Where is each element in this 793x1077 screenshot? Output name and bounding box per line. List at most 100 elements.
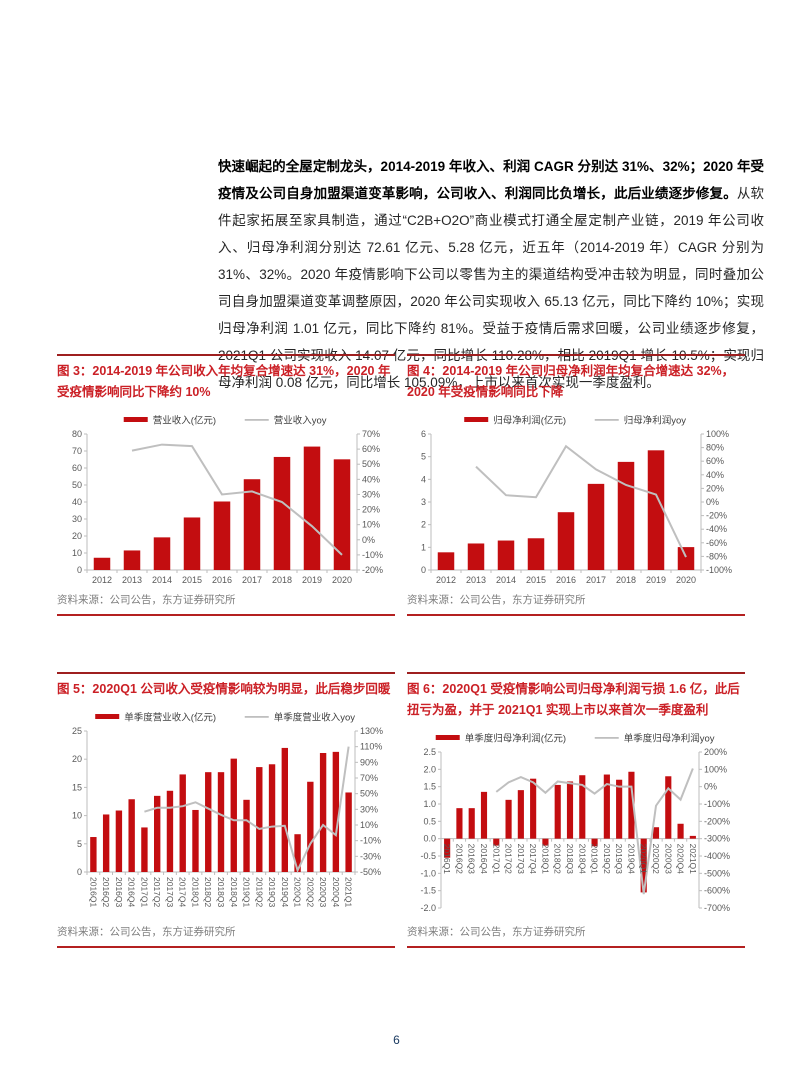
svg-text:2017Q3: 2017Q3 [516,844,526,875]
svg-text:2012: 2012 [436,575,456,585]
svg-text:70%: 70% [360,773,378,783]
svg-text:10%: 10% [362,520,380,530]
figure-top-rule [407,672,745,674]
svg-text:0.0: 0.0 [423,834,436,844]
netprofit-annual-chart: 归母净利润(亿元) 归母净利润yoy 0 1 2 3 4 5 6 -100% -80% -60% -40… [421,415,732,586]
svg-text:70: 70 [72,446,82,456]
figure-top-rule [57,672,395,674]
svg-text:-10%: -10% [362,550,383,560]
svg-text:40%: 40% [706,470,724,480]
svg-text:-2.0: -2.0 [420,903,436,913]
svg-text:2019: 2019 [646,575,666,585]
svg-text:2018Q4: 2018Q4 [229,877,239,908]
svg-text:50: 50 [72,480,82,490]
figure-revenue-annual: 图 3：2014-2019 年公司收入年均复合增速达 31%，2020 年受疫情… [57,354,395,616]
svg-text:-1.0: -1.0 [420,868,436,878]
svg-text:2017Q4: 2017Q4 [528,844,538,875]
svg-text:2013: 2013 [122,575,142,585]
svg-text:2.5: 2.5 [423,747,436,757]
svg-text:130%: 130% [360,726,383,736]
svg-text:-10%: -10% [360,836,381,846]
svg-text:2018: 2018 [616,575,636,585]
svg-text:70%: 70% [362,429,380,439]
svg-text:2016Q3: 2016Q3 [467,844,477,875]
svg-text:2018: 2018 [272,575,292,585]
svg-text:-500%: -500% [704,868,730,878]
figure-revenue-quarterly: 图 5：2020Q1 公司收入受疫情影响较为明显，此后稳步回暖 单季度营业收入(… [57,672,395,948]
svg-text:90%: 90% [360,757,378,767]
svg-text:单季度归母净利润yoy: 单季度归母净利润yoy [624,733,715,745]
svg-text:0%: 0% [706,497,719,507]
svg-text:2020Q1: 2020Q1 [639,844,649,875]
svg-text:-40%: -40% [706,524,727,534]
svg-text:60%: 60% [362,444,380,454]
svg-text:20%: 20% [362,505,380,515]
svg-text:-600%: -600% [704,886,730,896]
summary-lead-bold: 快速崛起的全屋定制龙头，2014-2019 年收入、利润 CAGR 分别达 31… [218,158,764,201]
svg-text:2020Q1: 2020Q1 [293,877,303,908]
svg-text:-700%: -700% [704,903,730,913]
svg-text:2018Q4: 2018Q4 [577,844,587,875]
svg-text:200%: 200% [704,747,727,757]
svg-text:2019Q2: 2019Q2 [602,844,612,875]
svg-text:2019: 2019 [302,575,322,585]
svg-text:60: 60 [72,463,82,473]
svg-text:30: 30 [72,514,82,524]
page-number: 6 [393,1033,400,1047]
svg-text:0: 0 [77,565,82,575]
svg-text:2017: 2017 [586,575,606,585]
revenue-quarterly-chart: 单季度营业收入(亿元) 单季度营业收入yoy 0 5 10 15 20 25 -50% -30% -… [72,712,383,908]
svg-text:2015: 2015 [182,575,202,585]
svg-text:10: 10 [72,811,82,821]
svg-text:6: 6 [421,429,426,439]
svg-text:2017Q3: 2017Q3 [165,877,175,908]
svg-text:2018Q1: 2018Q1 [190,877,200,908]
svg-text:2: 2 [421,520,426,530]
svg-text:-80%: -80% [706,551,727,561]
svg-text:15: 15 [72,782,82,792]
svg-text:2018Q2: 2018Q2 [553,844,563,875]
svg-text:2017Q1: 2017Q1 [139,877,149,908]
svg-text:80%: 80% [706,443,724,453]
svg-text:营业收入(亿元): 营业收入(亿元) [153,415,216,427]
svg-text:单季度归母净利润(亿元): 单季度归母净利润(亿元) [465,733,566,745]
svg-text:0: 0 [77,867,82,877]
figure-source: 资料来源：公司公告，东方证券研究所 [57,924,395,948]
svg-text:2020Q3: 2020Q3 [663,844,673,875]
revenue-annual-chart: 营业收入(亿元) 营业收入yoy 0 10 20 30 40 50 60 70 80 -20% -10%… [72,415,383,586]
svg-text:营业收入yoy: 营业收入yoy [274,415,327,427]
svg-text:2017: 2017 [242,575,262,585]
svg-text:2016: 2016 [212,575,232,585]
figure-netprofit-quarterly: 图 6：2020Q1 受疫情影响公司归母净利润亏损 1.6 亿，此后扭亏为盈，并… [407,672,745,948]
svg-text:2016Q4: 2016Q4 [479,844,489,875]
svg-text:2019Q4: 2019Q4 [280,877,290,908]
netprofit-quarterly-chart: 单季度归母净利润(亿元) 单季度归母净利润yoy -2.0 -1.5 -1.0 -0.5 0… [420,733,730,914]
svg-text:2016Q2: 2016Q2 [454,844,464,875]
svg-text:1.5: 1.5 [423,782,436,792]
svg-text:-300%: -300% [704,834,730,844]
svg-text:2019Q1: 2019Q1 [590,844,600,875]
svg-text:2016Q1: 2016Q1 [442,844,452,875]
svg-text:100%: 100% [706,429,729,439]
svg-text:2018Q2: 2018Q2 [203,877,213,908]
svg-text:0: 0 [421,565,426,575]
svg-text:-100%: -100% [706,565,732,575]
svg-text:2019Q4: 2019Q4 [626,844,636,875]
figure-title: 图 3：2014-2019 年公司收入年均复合增速达 31%，2020 年受疫情… [57,364,391,399]
svg-text:2019Q1: 2019Q1 [242,877,252,908]
svg-text:2015: 2015 [526,575,546,585]
figure-top-rule [57,354,395,356]
svg-text:-400%: -400% [704,851,730,861]
svg-text:归母净利润(亿元): 归母净利润(亿元) [493,415,566,427]
svg-text:2020Q2: 2020Q2 [305,877,315,908]
figure-source: 资料来源：公司公告，东方证券研究所 [57,592,395,616]
svg-text:2017Q1: 2017Q1 [491,844,501,875]
svg-text:5: 5 [421,452,426,462]
svg-text:2019Q3: 2019Q3 [614,844,624,875]
svg-text:2018Q1: 2018Q1 [540,844,550,875]
svg-text:-100%: -100% [704,799,730,809]
svg-text:2018Q3: 2018Q3 [565,844,575,875]
svg-text:-20%: -20% [706,511,727,521]
svg-text:2021Q1: 2021Q1 [688,844,698,875]
